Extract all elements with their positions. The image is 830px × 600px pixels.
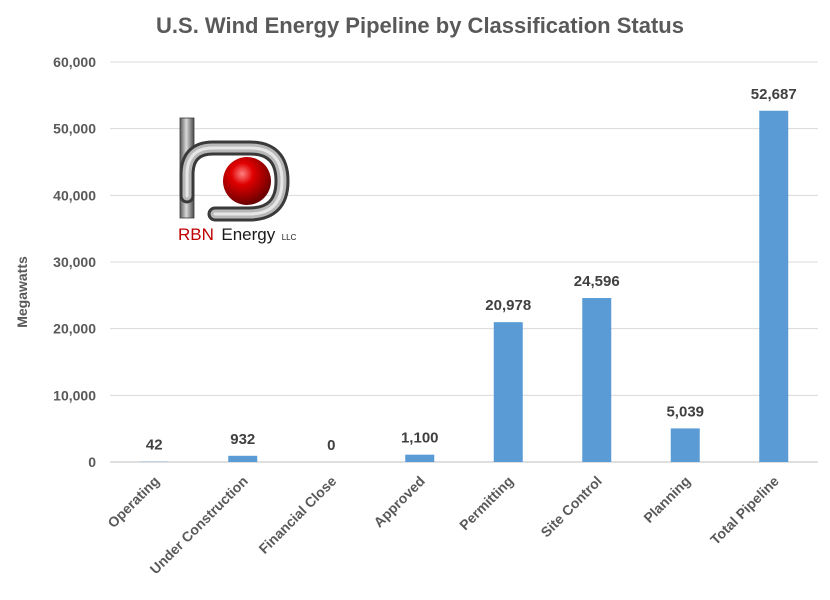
y-tick-label: 10,000 [53,387,96,403]
data-label: 52,687 [751,86,797,103]
bar [493,322,523,462]
y-tick-label: 30,000 [53,254,96,270]
bar [582,298,612,462]
x-tick-label: Site Control [537,473,604,540]
data-label: 24,596 [574,273,620,290]
data-label: 0 [327,437,335,454]
bar [228,455,258,462]
gridlines [110,61,818,463]
chart-title: U.S. Wind Energy Pipeline by Classificat… [156,13,684,38]
x-tick-label: Planning [640,473,693,526]
svg-text:RBN Energy LLC: RBN Energy LLC [178,225,297,244]
x-tick-label: Under Construction [147,473,251,577]
bar [670,428,700,462]
y-tick-label: 20,000 [53,321,96,337]
x-tick-label: Total Pipeline [707,473,782,548]
data-label: 5,039 [666,403,704,420]
data-label: 1,100 [401,430,439,447]
data-labels: 42 932 0 1,100 20,978 24,596 5,039 52,687 [146,86,797,454]
logo-ball-icon [223,157,271,205]
y-tick-label: 40,000 [53,187,96,203]
bars [139,110,789,463]
data-label: 42 [146,437,163,454]
data-label: 932 [230,431,255,448]
rbn-energy-logo: RBN Energy LLC [178,117,297,244]
logo-brand: RBN [178,225,214,244]
logo-suffix: LLC [282,233,297,242]
bar [759,110,789,463]
x-tick-label: Approved [370,473,428,531]
y-tick-label: 60,000 [53,54,96,70]
logo-name: Energy [221,225,275,244]
x-tick-label: Permitting [456,473,516,533]
y-tick-label: 0 [88,454,96,470]
y-axis-ticks: 0 10,000 20,000 30,000 40,000 50,000 60,000 [53,54,96,470]
bar [405,454,435,462]
x-tick-label: Operating [104,473,162,531]
data-label: 20,978 [485,297,531,314]
y-axis-label: Megawatts [14,256,30,328]
x-tick-label: Financial Close [255,473,339,557]
y-tick-label: 50,000 [53,121,96,137]
